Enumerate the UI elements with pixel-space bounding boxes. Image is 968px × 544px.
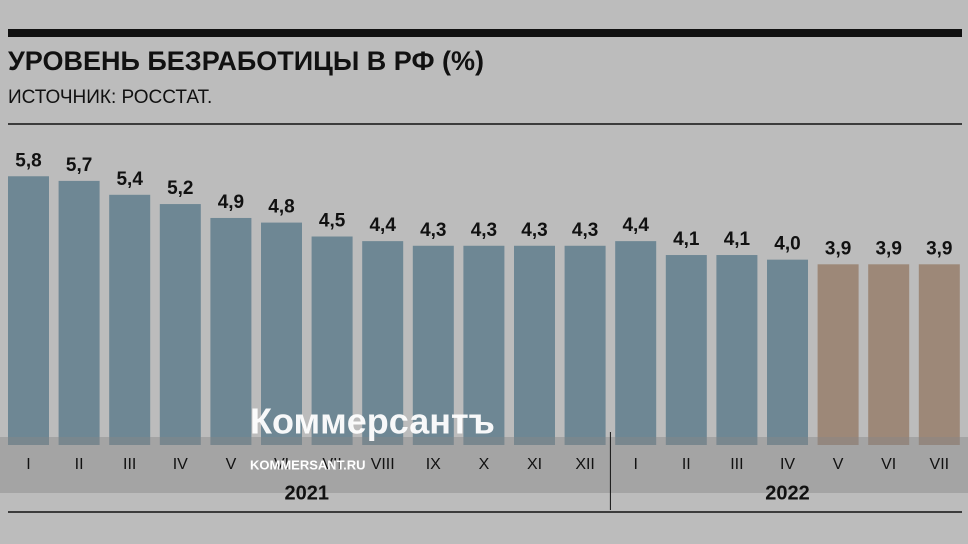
x-tick-label: II	[682, 456, 691, 473]
value-label: 4,0	[774, 234, 800, 255]
bar	[918, 264, 960, 445]
x-tick-label: VIII	[371, 456, 395, 473]
value-label: 4,1	[724, 229, 751, 250]
x-tick-label: VII	[930, 456, 950, 473]
bar	[362, 241, 404, 445]
x-tick-label: VI	[881, 456, 896, 473]
bar	[716, 255, 758, 445]
x-tick-label: IV	[173, 456, 188, 473]
bar	[564, 245, 606, 445]
x-tick-label: X	[479, 456, 490, 473]
value-label: 5,7	[66, 155, 92, 176]
top-rule	[8, 29, 962, 37]
watermark-url: KOMMERSANT.RU	[250, 457, 366, 472]
value-label: 4,3	[420, 220, 446, 241]
bar	[311, 236, 353, 445]
bar	[159, 204, 201, 445]
value-label: 4,4	[369, 215, 396, 236]
value-label: 4,5	[319, 211, 346, 232]
bar	[8, 176, 49, 445]
x-tick-label: III	[730, 456, 743, 473]
bar	[210, 217, 252, 445]
x-tick-label: I	[26, 456, 30, 473]
bar	[868, 264, 910, 445]
bar	[665, 255, 707, 445]
x-tick-label: II	[75, 456, 84, 473]
value-label: 4,3	[572, 220, 598, 241]
x-tick-label: XII	[575, 456, 595, 473]
x-tick-label: VI	[274, 456, 289, 473]
bar	[463, 245, 505, 445]
axis-band	[0, 437, 968, 493]
bar	[615, 241, 657, 445]
watermark: Коммерсантъ	[250, 401, 495, 442]
bar	[514, 245, 555, 445]
value-label: 3,9	[825, 238, 851, 259]
value-label: 3,9	[875, 238, 901, 259]
bar	[412, 245, 454, 445]
value-label: 4,3	[471, 220, 497, 241]
group-label: 2021	[285, 482, 330, 504]
value-label: 5,4	[116, 169, 143, 190]
x-tick-label: XI	[527, 456, 542, 473]
value-label: 4,9	[218, 192, 244, 213]
chart-subtitle: ИСТОЧНИК: РОССТАТ.	[8, 87, 212, 108]
x-tick-label: IV	[780, 456, 795, 473]
x-tick-label: IX	[426, 456, 441, 473]
bar	[261, 222, 302, 445]
value-label: 4,4	[622, 215, 649, 236]
bar	[767, 259, 808, 445]
value-label: 4,3	[521, 220, 547, 241]
bar	[58, 180, 100, 445]
x-tick-label: VII	[322, 456, 342, 473]
value-label: 3,9	[926, 238, 952, 259]
x-tick-label: V	[226, 456, 237, 473]
value-label: 4,1	[673, 229, 700, 250]
bar	[817, 264, 859, 445]
group-label: 2022	[765, 482, 810, 504]
x-tick-label: I	[633, 456, 637, 473]
bar	[109, 194, 151, 445]
value-label: 5,8	[15, 150, 41, 171]
x-tick-label: V	[833, 456, 844, 473]
chart-title: УРОВЕНЬ БЕЗРАБОТИЦЫ В РФ (%)	[8, 46, 484, 76]
value-label: 5,2	[167, 178, 193, 199]
value-label: 4,8	[268, 197, 294, 218]
x-tick-label: III	[123, 456, 136, 473]
